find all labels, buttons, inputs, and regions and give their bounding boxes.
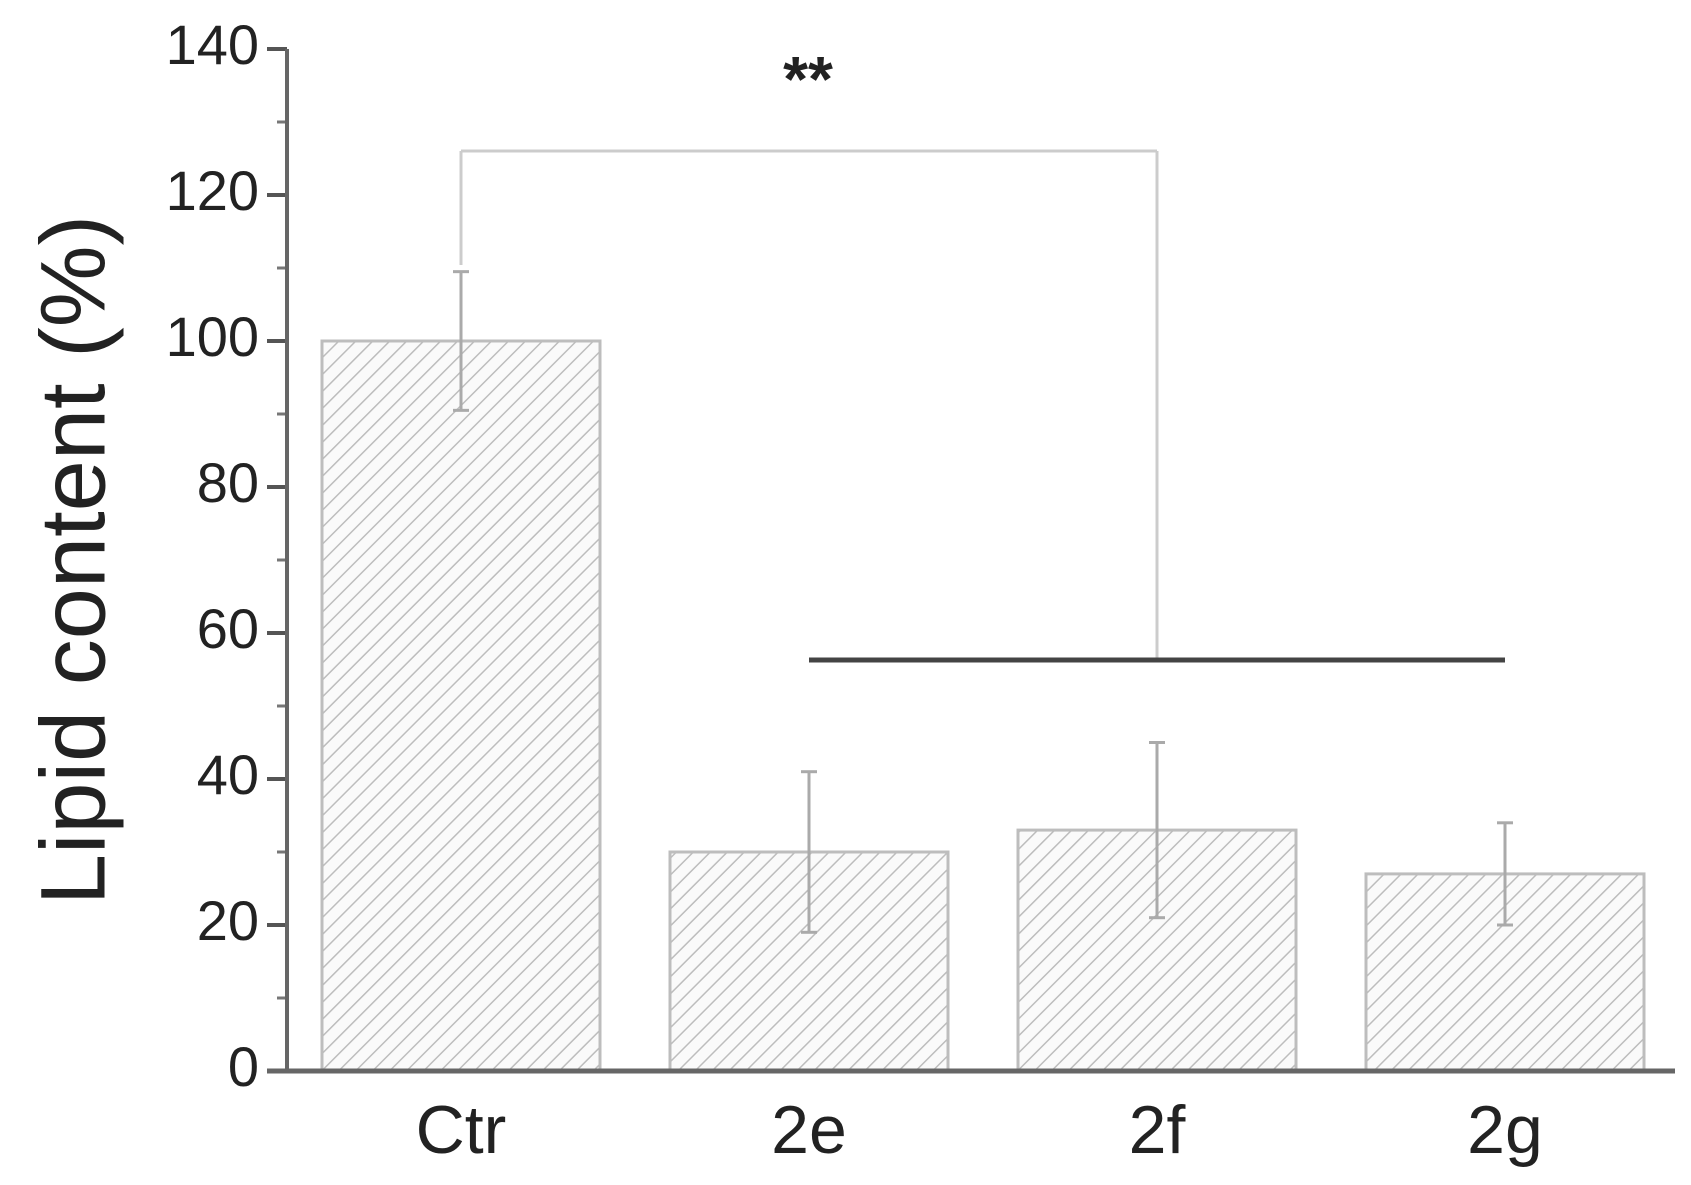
x-tick-label: 2f [1129,1092,1186,1168]
x-tick-label: 2e [771,1092,847,1168]
x-tick-label: 2g [1467,1092,1543,1168]
y-tick-label: 40 [197,743,259,806]
y-tick-label: 20 [197,889,259,952]
x-tick-label: Ctr [416,1092,507,1168]
y-tick-label: 80 [197,451,259,514]
y-tick-label: 100 [166,305,259,368]
y-tick-label: 120 [166,159,259,222]
y-tick-label: 0 [228,1035,259,1098]
bar [320,339,602,1073]
y-axis-label: Lipid content (%) [22,215,124,905]
y-tick-label: 140 [166,13,259,76]
y-tick-label: 60 [197,597,259,660]
significance-label: ** [783,43,833,115]
